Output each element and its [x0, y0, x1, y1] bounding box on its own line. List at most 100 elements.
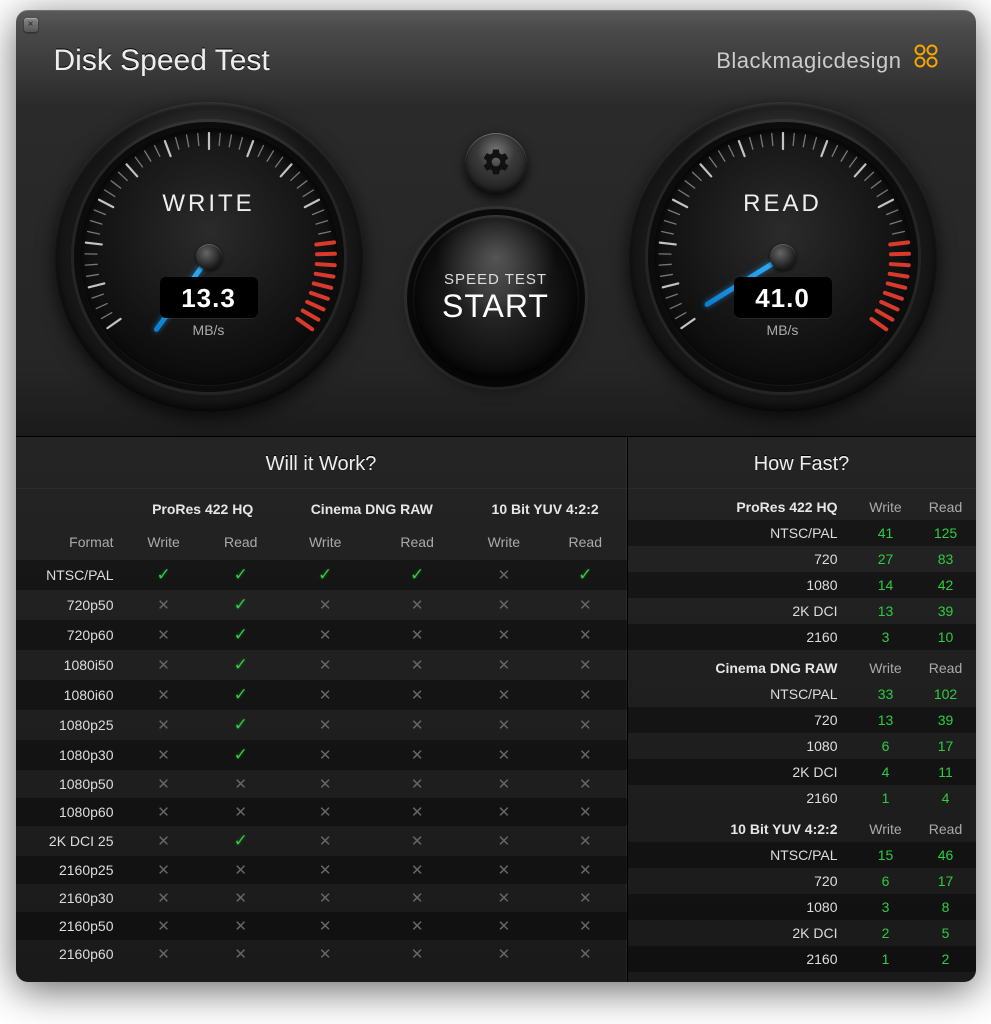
write-gauge: WRITE 13.3 MB/s	[54, 102, 364, 412]
read-value: 41.0	[734, 277, 832, 318]
subcol-header: Read	[371, 522, 464, 560]
write-value-cell: 27	[856, 546, 916, 572]
cross-icon: ✕	[498, 717, 511, 734]
subcol-header: Read	[916, 811, 976, 842]
write-unit: MB/s	[160, 322, 258, 338]
cross-icon: ✕	[319, 657, 332, 674]
format-cell: 1080p25	[16, 710, 126, 740]
cross-icon: ✕	[319, 597, 332, 614]
table-row: 2160p60✕✕✕✕✕✕	[16, 940, 627, 968]
write-value-cell: 2	[856, 920, 916, 946]
format-cell: 2160p30	[16, 884, 126, 912]
read-value-cell: 42	[916, 572, 976, 598]
cross-icon: ✕	[157, 747, 170, 764]
subcol-header: Write	[856, 650, 916, 681]
cross-icon: ✕	[579, 687, 592, 704]
write-value: 13.3	[160, 277, 258, 318]
settings-button[interactable]	[465, 133, 527, 195]
start-button-big-label: START	[442, 288, 549, 325]
header: Disk Speed Test Blackmagicdesign	[16, 10, 976, 102]
close-button[interactable]: ×	[24, 18, 38, 32]
brand-text: Blackmagicdesign	[716, 48, 901, 74]
format-column-header: Format	[16, 522, 126, 560]
brand-logo-icon	[914, 44, 938, 78]
format-cell: 720	[628, 707, 856, 733]
format-cell: 2160	[628, 624, 856, 650]
cross-icon: ✕	[411, 918, 424, 935]
subcol-header: Read	[544, 522, 626, 560]
table-row: 1080p50✕✕✕✕✕✕	[16, 770, 627, 798]
read-value-cell: 4	[916, 785, 976, 811]
read-value-cell: 102	[916, 681, 976, 707]
cross-icon: ✕	[319, 804, 332, 821]
format-cell: 1080i50	[16, 650, 126, 680]
cross-icon: ✕	[498, 747, 511, 764]
check-icon: ✓	[234, 595, 248, 614]
format-cell: 2K DCI 25	[16, 826, 126, 856]
read-value-cell: 17	[916, 868, 976, 894]
table-row: 2K DCI1339	[628, 598, 976, 624]
gear-icon	[481, 147, 511, 182]
check-icon: ✓	[234, 565, 248, 584]
cross-icon: ✕	[157, 776, 170, 793]
cross-icon: ✕	[411, 627, 424, 644]
cross-icon: ✕	[319, 776, 332, 793]
subcol-header: Read	[916, 489, 976, 520]
center-controls: SPEED TEST START	[413, 133, 579, 381]
format-cell: NTSC/PAL	[628, 681, 856, 707]
read-unit: MB/s	[734, 322, 832, 338]
app-window: × Disk Speed Test Blackmagicdesign WRITE	[16, 10, 976, 982]
write-value-cell: 3	[856, 624, 916, 650]
cross-icon: ✕	[411, 833, 424, 850]
cross-icon: ✕	[411, 717, 424, 734]
read-value-cell: 11	[916, 759, 976, 785]
format-cell: 1080p50	[16, 770, 126, 798]
subcol-header: Write	[856, 489, 916, 520]
read-value-cell: 39	[916, 707, 976, 733]
cross-icon: ✕	[411, 946, 424, 963]
subcol-header: Write	[856, 811, 916, 842]
brand: Blackmagicdesign	[716, 44, 937, 78]
cross-icon: ✕	[157, 627, 170, 644]
table-row: 2K DCI411	[628, 759, 976, 785]
format-cell: 1080i60	[16, 680, 126, 710]
table-row: 2160p30✕✕✕✕✕✕	[16, 884, 627, 912]
table-row: 1080617	[628, 733, 976, 759]
cross-icon: ✕	[498, 804, 511, 821]
format-cell: 2160p50	[16, 912, 126, 940]
will-it-work-table: ProRes 422 HQCinema DNG RAW10 Bit YUV 4:…	[16, 489, 627, 968]
codec-group-header: 10 Bit YUV 4:2:2	[628, 811, 856, 842]
cross-icon: ✕	[411, 890, 424, 907]
codec-header: 10 Bit YUV 4:2:2	[464, 489, 627, 522]
format-cell: NTSC/PAL	[628, 520, 856, 546]
start-button[interactable]: SPEED TEST START	[413, 215, 579, 381]
write-gauge-label: WRITE	[162, 190, 254, 218]
table-row: 720p60✕✓✕✕✕✕	[16, 620, 627, 650]
subcol-header: Write	[126, 522, 202, 560]
format-cell: 2160	[628, 946, 856, 972]
table-row: 1080i60✕✓✕✕✕✕	[16, 680, 627, 710]
write-value-cell: 13	[856, 598, 916, 624]
cross-icon: ✕	[234, 862, 247, 879]
table-row: NTSC/PAL✓✓✓✓✕✓	[16, 560, 627, 590]
format-cell: NTSC/PAL	[16, 560, 126, 590]
check-icon: ✓	[410, 565, 424, 584]
format-cell: 2K DCI	[628, 759, 856, 785]
table-row: 2160p50✕✕✕✕✕✕	[16, 912, 627, 940]
table-row: 10801442	[628, 572, 976, 598]
cross-icon: ✕	[319, 833, 332, 850]
app-title: Disk Speed Test	[54, 44, 270, 78]
format-cell: 2K DCI	[628, 598, 856, 624]
cross-icon: ✕	[498, 597, 511, 614]
cross-icon: ✕	[498, 657, 511, 674]
cross-icon: ✕	[319, 717, 332, 734]
gauge-hub	[770, 244, 796, 270]
cross-icon: ✕	[319, 747, 332, 764]
cross-icon: ✕	[319, 862, 332, 879]
format-cell: 1080	[628, 894, 856, 920]
read-readout: 41.0 MB/s	[734, 277, 832, 338]
cross-icon: ✕	[157, 597, 170, 614]
table-row: 2K DCI25	[628, 920, 976, 946]
table-row: NTSC/PAL41125	[628, 520, 976, 546]
write-value-cell: 41	[856, 520, 916, 546]
